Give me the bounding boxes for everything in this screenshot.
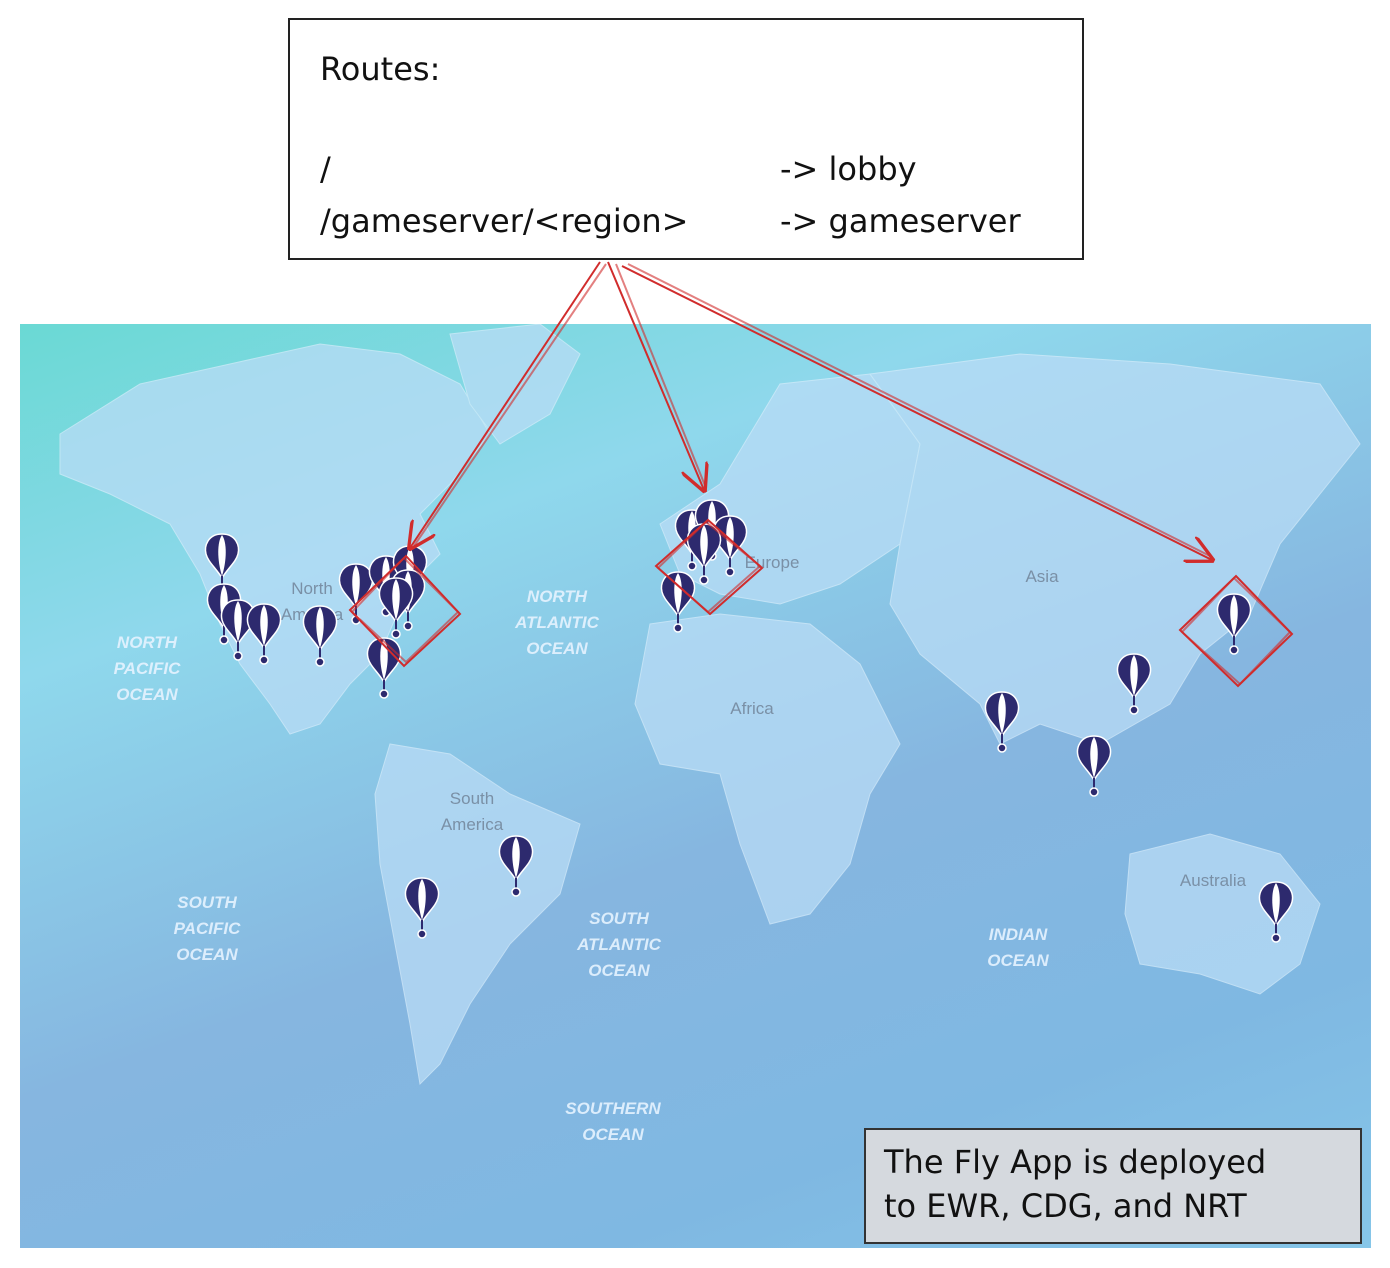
routes-title: Routes: [320, 50, 441, 88]
note-line-2: to EWR, CDG, and NRT [884, 1187, 1247, 1225]
australia-land [1124, 833, 1321, 995]
route-path: / [320, 150, 331, 188]
land-label-north-america: North America [280, 579, 344, 624]
ocean-label-north-pacific: NORTH PACIFIC OCEAN [113, 633, 181, 704]
route-row-gameserver: /gameserver/<region> [320, 202, 688, 240]
note-line-1: The Fly App is deployed [884, 1143, 1267, 1181]
ocean-label-south-pacific: SOUTH PACIFIC OCEAN [173, 893, 241, 964]
asia-land [869, 353, 1361, 745]
route-path: /gameserver/<region> [320, 202, 689, 240]
land-label-australia: Australia [1179, 871, 1247, 890]
map-land-layer [59, 324, 1361, 1086]
ocean-label-north-atlantic: NORTH ATLANTIC OCEAN [515, 587, 599, 658]
land-label-south-america: South America [440, 789, 504, 834]
land-label-africa: Africa [730, 699, 774, 718]
route-row-lobby: / [320, 150, 331, 188]
routes-box: Routes: / -> lobby /gameserver/<region> … [288, 18, 1084, 260]
route-target-lobby: -> lobby [780, 150, 917, 188]
ocean-label-south-atlantic: SOUTH ATLANTIC OCEAN [577, 909, 661, 980]
deployment-note: The Fly App is deployed to EWR, CDG, and… [864, 1128, 1362, 1244]
ocean-label-southern: SOUTHERN OCEAN [565, 1099, 661, 1144]
world-map[interactable]: NORTH PACIFIC OCEAN NORTH ATLANTIC OCEAN… [20, 324, 1371, 1248]
ocean-label-indian: INDIAN OCEAN [987, 925, 1049, 970]
land-label-europe: Europe [744, 553, 800, 572]
land-label-asia: Asia [1025, 567, 1059, 586]
south-america-land [374, 743, 581, 1086]
africa-land [634, 613, 901, 925]
route-target-gameserver: -> gameserver [780, 202, 1021, 240]
